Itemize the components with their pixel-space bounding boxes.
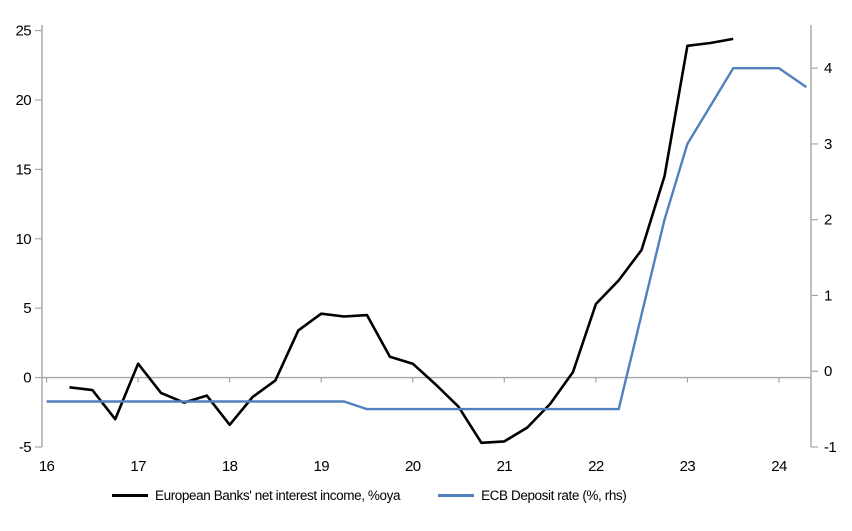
x-tick-label: 22	[588, 458, 604, 475]
left-tick-label: 10	[16, 231, 32, 248]
right-tick-label: 1	[824, 287, 832, 304]
legend-label: European Banks' net interest income, %oy…	[155, 488, 401, 503]
x-tick-label: 23	[680, 458, 696, 475]
left-tick-label: 25	[16, 23, 32, 40]
x-tick-label: 20	[405, 458, 421, 475]
legend-line-swatch	[112, 494, 148, 497]
x-tick-label: 16	[39, 458, 55, 475]
legend-label: ECB Deposit rate (%, rhs)	[481, 488, 627, 503]
right-tick-label: 0	[824, 363, 832, 380]
right-tick-label: -1	[824, 439, 836, 456]
x-tick-label: 24	[771, 458, 787, 475]
series-line-ecb-rate	[46, 66, 808, 411]
right-tick-label: 4	[824, 60, 832, 77]
x-tick-label: 21	[497, 458, 513, 475]
series-line-nii	[69, 37, 734, 445]
left-tick-label: 0	[23, 370, 31, 387]
legend-line-swatch	[438, 494, 475, 497]
legend-item: ECB Deposit rate (%, rhs)	[438, 488, 627, 503]
left-tick-label: 5	[23, 300, 31, 317]
legend-item: European Banks' net interest income, %oy…	[112, 488, 400, 503]
left-tick-label: 20	[16, 92, 32, 109]
x-tick-label: 19	[313, 458, 329, 475]
x-tick-label: 18	[222, 458, 238, 475]
left-tick-label: 15	[16, 161, 32, 178]
right-tick-label: 3	[824, 136, 832, 153]
x-tick-label: 17	[130, 458, 146, 475]
right-tick-label: 2	[824, 212, 832, 229]
legend: European Banks' net interest income, %oy…	[112, 488, 627, 503]
left-tick-label: -5	[19, 439, 31, 456]
